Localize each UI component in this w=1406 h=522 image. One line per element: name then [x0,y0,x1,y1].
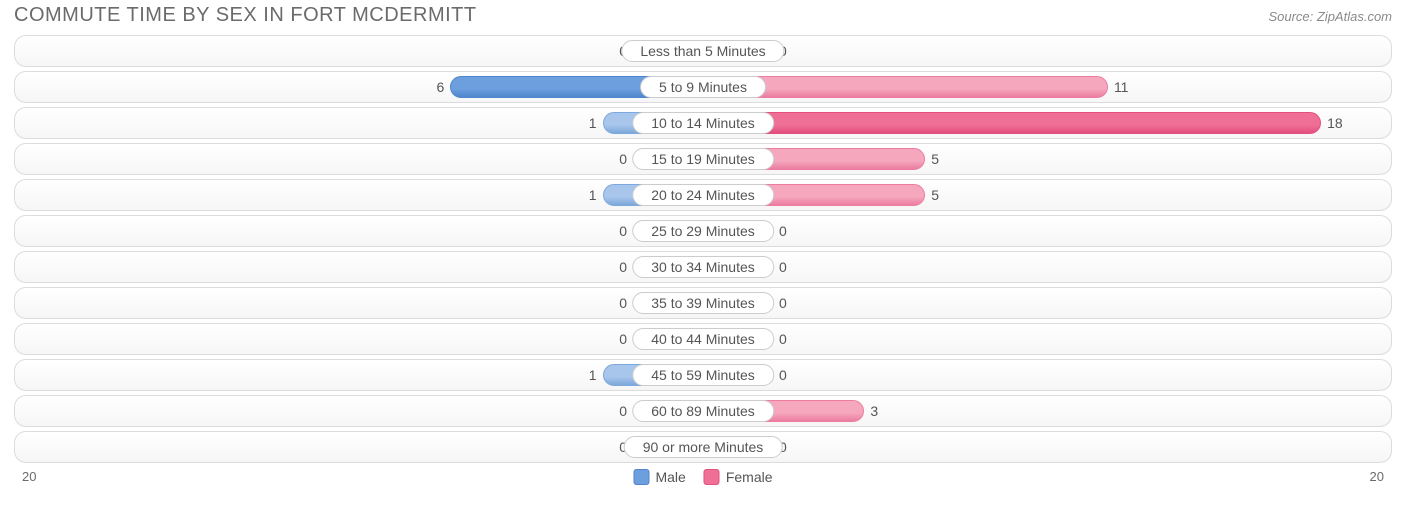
value-label-male: 1 [589,115,597,131]
value-label-male: 0 [619,403,627,419]
value-label-female: 0 [779,223,787,239]
chart-footer: 20 Male Female 20 [0,467,1406,495]
category-label: 5 to 9 Minutes [640,76,766,98]
value-label-male: 1 [589,187,597,203]
value-label-male: 1 [589,367,597,383]
category-label: 20 to 24 Minutes [632,184,774,206]
category-label: Less than 5 Minutes [621,40,784,62]
value-label-female: 0 [779,367,787,383]
category-label: 35 to 39 Minutes [632,292,774,314]
axis-max-right: 20 [1370,469,1384,484]
chart-row: 0 0 25 to 29 Minutes [14,215,1392,247]
category-label: 15 to 19 Minutes [632,148,774,170]
value-label-male: 0 [619,259,627,275]
value-label-male: 0 [619,331,627,347]
category-label: 10 to 14 Minutes [632,112,774,134]
category-label: 25 to 29 Minutes [632,220,774,242]
chart-title: COMMUTE TIME BY SEX IN FORT MCDERMITT [14,4,477,27]
chart-row: 0 0 35 to 39 Minutes [14,287,1392,319]
category-label: 60 to 89 Minutes [632,400,774,422]
axis-max-left: 20 [22,469,36,484]
legend-label-female: Female [726,469,773,485]
value-label-female: 11 [1114,79,1129,95]
swatch-female-icon [704,469,720,485]
chart-area: 00Less than 5 Minutes6115 to 9 Minutes11… [0,35,1406,463]
value-label-female: 5 [931,187,939,203]
value-label-female: 0 [779,259,787,275]
value-label-male: 0 [619,223,627,239]
legend-item-female: Female [704,469,773,485]
chart-header: COMMUTE TIME BY SEX IN FORT MCDERMITT So… [0,0,1406,35]
value-label-female: 0 [779,295,787,311]
chart-source: Source: ZipAtlas.com [1268,9,1392,24]
chart-row: 1 0 45 to 59 Minutes [14,359,1392,391]
chart-row: 0 0 30 to 34 Minutes [14,251,1392,283]
value-label-male: 0 [619,295,627,311]
chart-row: 0 0 40 to 44 Minutes [14,323,1392,355]
chart-row: 0 5 15 to 19 Minutes [14,143,1392,175]
value-label-male: 6 [437,79,445,95]
category-label: 30 to 34 Minutes [632,256,774,278]
chart-row: 0 3 60 to 89 Minutes [14,395,1392,427]
value-label-female: 5 [931,151,939,167]
value-label-female: 18 [1327,115,1343,131]
chart-row: 1 5 20 to 24 Minutes [14,179,1392,211]
legend-item-male: Male [633,469,685,485]
chart-row: 6 11 5 to 9 Minutes [14,71,1392,103]
chart-row: 0090 or more Minutes [14,431,1392,463]
chart-row: 00Less than 5 Minutes [14,35,1392,67]
chart-row: 1 18 10 to 14 Minutes [14,107,1392,139]
category-label: 40 to 44 Minutes [632,328,774,350]
swatch-male-icon [633,469,649,485]
value-label-female: 0 [779,331,787,347]
legend-label-male: Male [655,469,685,485]
category-label: 90 or more Minutes [624,436,783,458]
bar-female [703,112,1321,134]
category-label: 45 to 59 Minutes [632,364,774,386]
legend: Male Female [633,469,772,485]
value-label-female: 3 [870,403,878,419]
value-label-male: 0 [619,151,627,167]
